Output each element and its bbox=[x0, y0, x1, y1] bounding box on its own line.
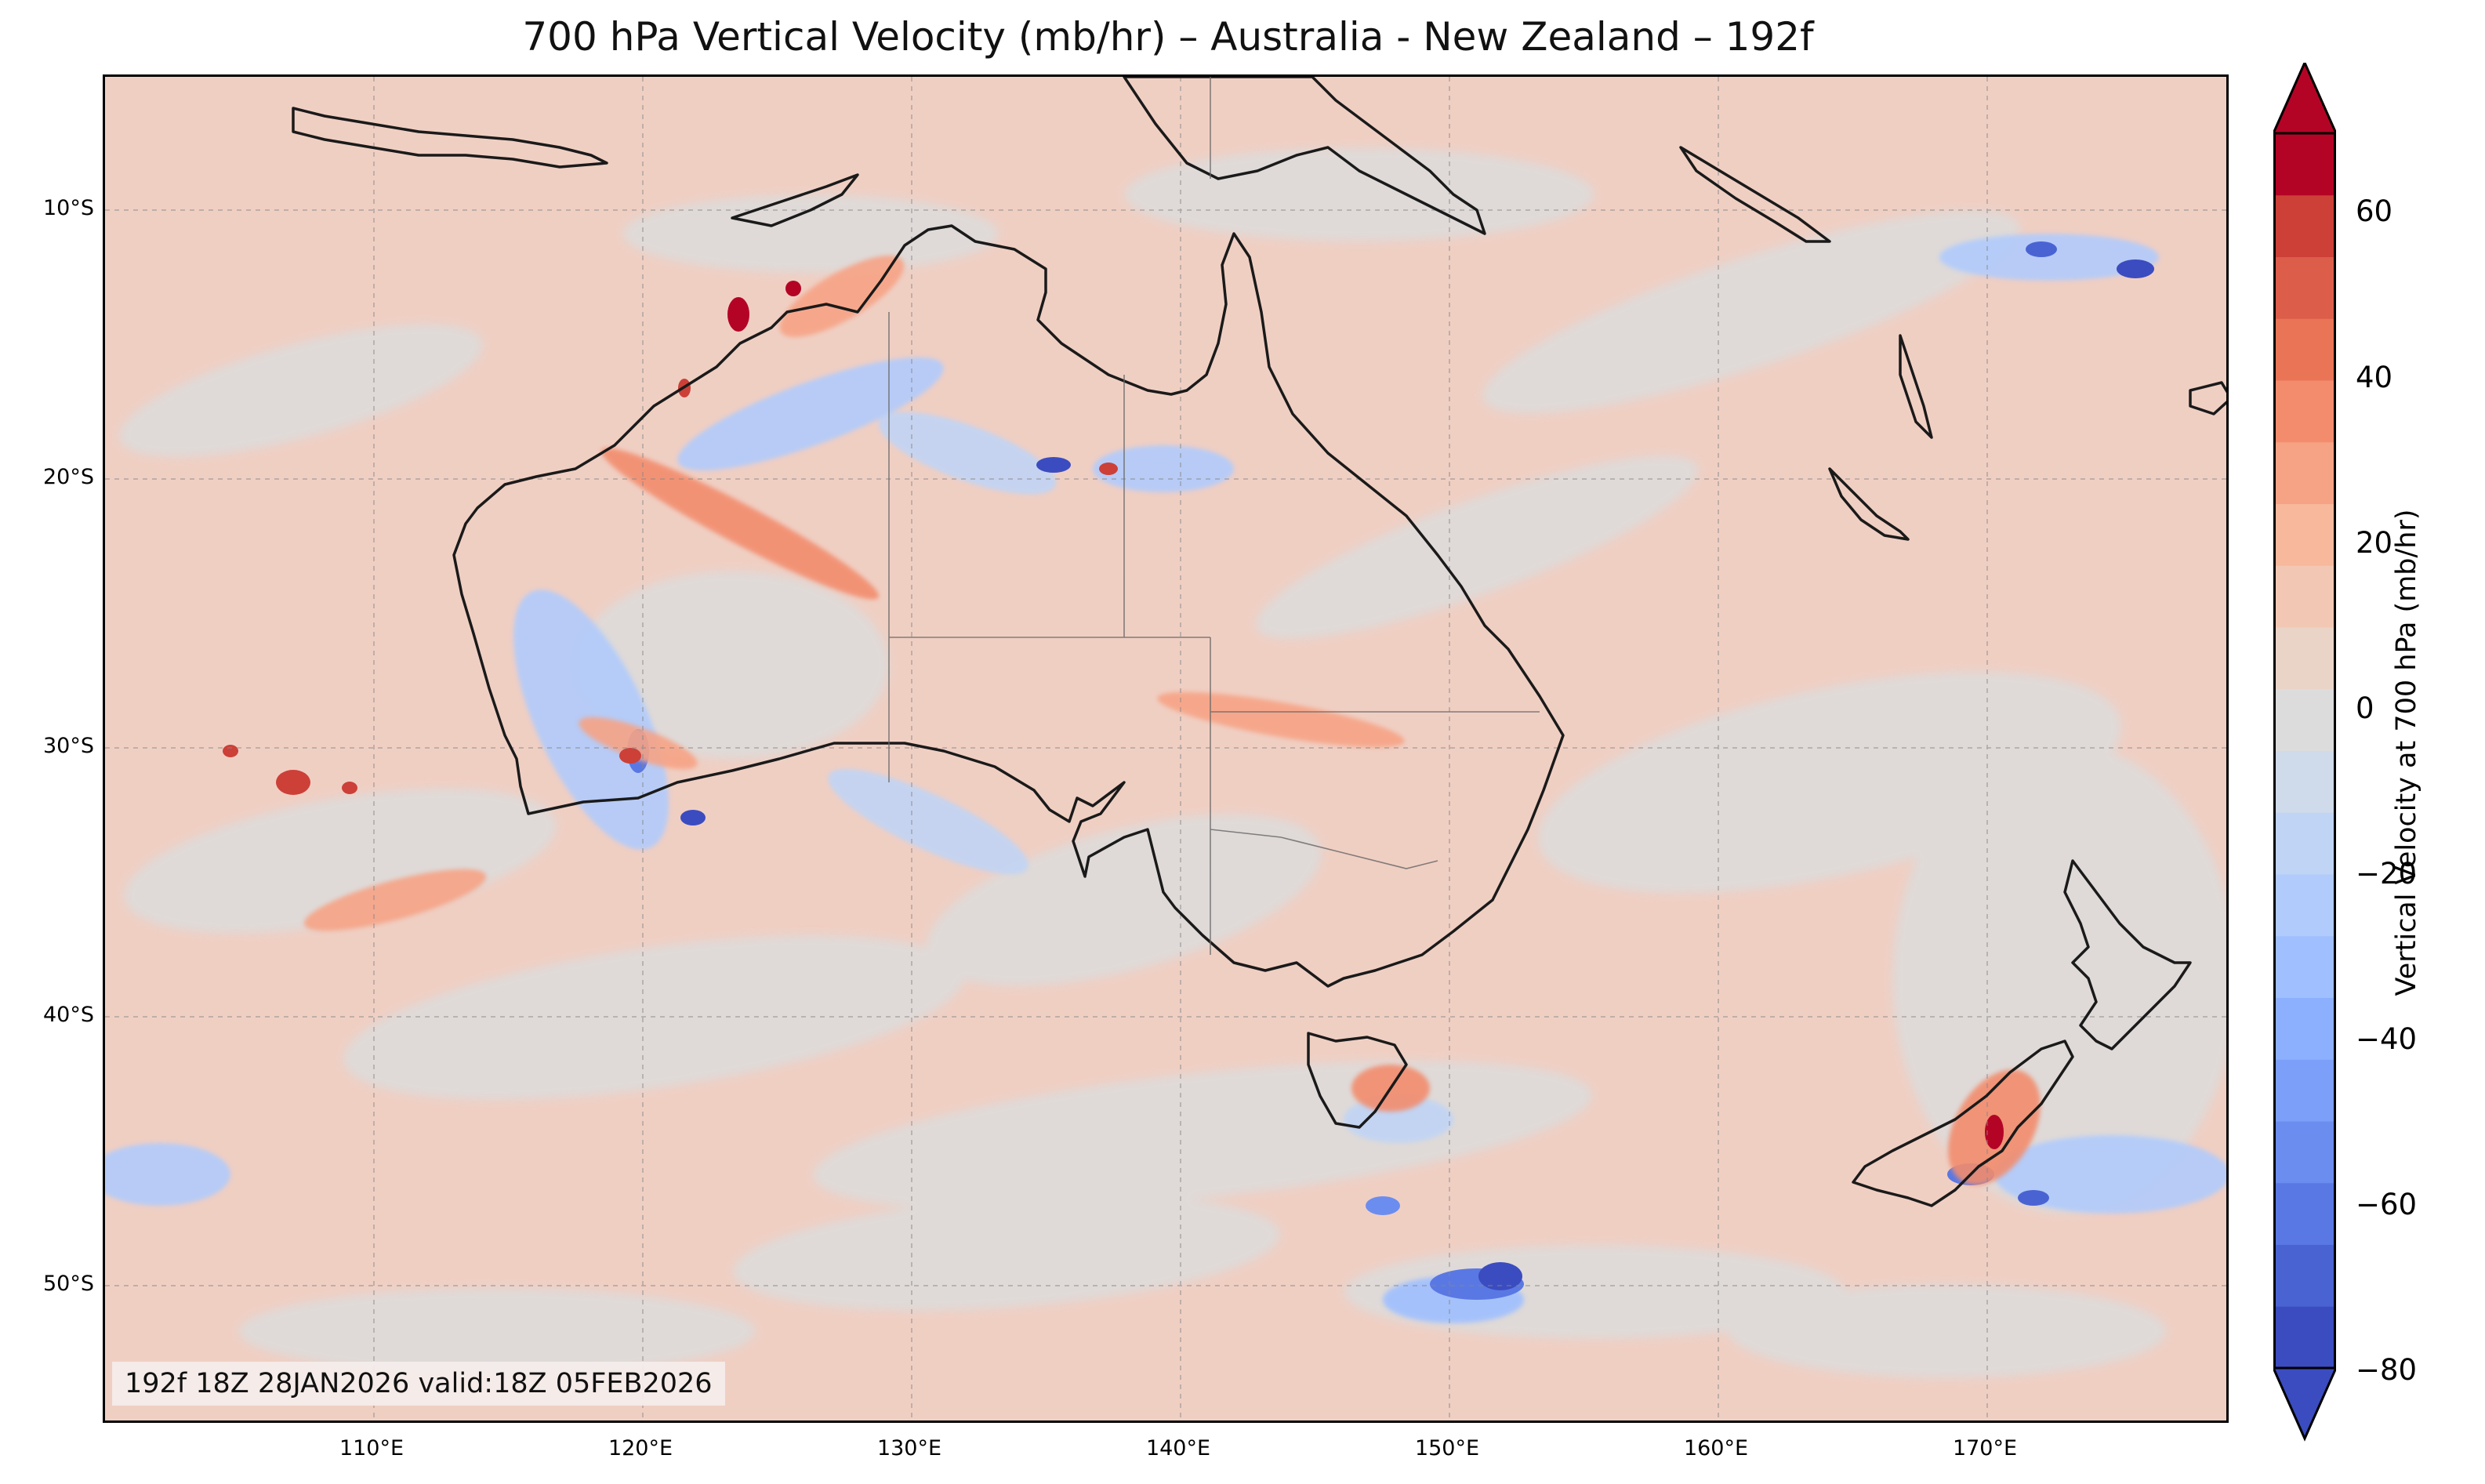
colorbar-band bbox=[2273, 441, 2336, 504]
fiji-coastline bbox=[2189, 381, 2226, 415]
australia-coastline bbox=[452, 224, 1565, 988]
strong-uplift-cores bbox=[223, 281, 2004, 1149]
colorbar-band bbox=[2273, 1121, 2336, 1184]
vertical-velocity-field bbox=[105, 77, 2226, 1421]
colorbar-under-arrow bbox=[2273, 1366, 2336, 1442]
colorbar-band bbox=[2273, 133, 2336, 196]
colorbar-tick-0: 0 bbox=[2356, 691, 2374, 725]
colorbar-tick-minus20: −20 bbox=[2356, 857, 2418, 891]
colorbar-band bbox=[2273, 256, 2336, 319]
colorbar-band bbox=[2273, 812, 2336, 875]
colorbar-title: Vertical Velocity at 700 hPa (mb/hr) bbox=[2391, 509, 2422, 996]
neutral-zones bbox=[118, 147, 2226, 1378]
colorbar-band bbox=[2273, 750, 2336, 813]
solomon-islands-coastline bbox=[1679, 146, 1831, 243]
coastlines bbox=[292, 77, 2226, 1207]
colorbar-tick-minus60: −60 bbox=[2356, 1188, 2418, 1221]
nz-south-island-coastline bbox=[1852, 1040, 2074, 1207]
lon-label-110e: 110°E bbox=[339, 1436, 404, 1460]
lat-label-50s: 50°S bbox=[43, 1272, 94, 1296]
colorbar-band bbox=[2273, 1182, 2336, 1245]
colorbar-band bbox=[2273, 380, 2336, 443]
colorbar-tick-minus40: −40 bbox=[2356, 1022, 2418, 1056]
lon-label-170e: 170°E bbox=[1952, 1436, 2018, 1460]
map-panel[interactable] bbox=[103, 74, 2229, 1423]
vanuatu-coastline bbox=[1899, 334, 1933, 439]
tasmania-coastline bbox=[1307, 1032, 1408, 1129]
lon-label-130e: 130°E bbox=[876, 1436, 942, 1460]
lon-label-160e: 160°E bbox=[1683, 1436, 1749, 1460]
lesser-sunda-coastline bbox=[292, 107, 608, 169]
colorbar-band bbox=[2273, 997, 2336, 1060]
graticule bbox=[105, 77, 2226, 1421]
nz-north-island-coastline bbox=[2063, 859, 2192, 1050]
lat-label-10s: 10°S bbox=[43, 196, 94, 220]
new-guinea-coastline bbox=[1123, 77, 1486, 235]
colorbar-band bbox=[2273, 1059, 2336, 1122]
map-title: 700 hPa Vertical Velocity (mb/hr) – Aust… bbox=[522, 14, 1814, 60]
colorbar-tick-40: 40 bbox=[2356, 361, 2393, 394]
colorbar-band bbox=[2273, 503, 2336, 566]
colorbar-tick-20: 20 bbox=[2356, 526, 2393, 560]
colorbar-band bbox=[2273, 935, 2336, 998]
lat-label-30s: 30°S bbox=[43, 734, 94, 758]
lon-label-120e: 120°E bbox=[608, 1436, 673, 1460]
colorbar-band bbox=[2273, 627, 2336, 690]
colorbar-over-arrow bbox=[2273, 63, 2336, 135]
subsidence-zones bbox=[105, 234, 2226, 1323]
lat-label-20s: 20°S bbox=[43, 465, 94, 489]
colorbar-band bbox=[2273, 565, 2336, 628]
colorbar-band bbox=[2273, 874, 2336, 937]
lon-label-140e: 140°E bbox=[1145, 1436, 1211, 1460]
forecast-info-box: 192f 18Z 28JAN2026 valid:18Z 05FEB2026 bbox=[112, 1362, 725, 1406]
colorbar bbox=[2273, 63, 2336, 1442]
colorbar-band bbox=[2273, 194, 2336, 257]
colorbar-band bbox=[2273, 318, 2336, 381]
new-caledonia-coastline bbox=[1828, 467, 1910, 541]
colorbar-band bbox=[2273, 1244, 2336, 1307]
colorbar-tick-minus80: −80 bbox=[2356, 1353, 2418, 1387]
lat-label-40s: 40°S bbox=[43, 1003, 94, 1027]
colorbar-band bbox=[2273, 688, 2336, 751]
lon-label-150e: 150°E bbox=[1414, 1436, 1480, 1460]
colorbar-band bbox=[2273, 1306, 2336, 1369]
colorbar-tick-60: 60 bbox=[2356, 194, 2393, 228]
timor-coastline bbox=[731, 173, 859, 227]
state-borders bbox=[888, 77, 1540, 955]
